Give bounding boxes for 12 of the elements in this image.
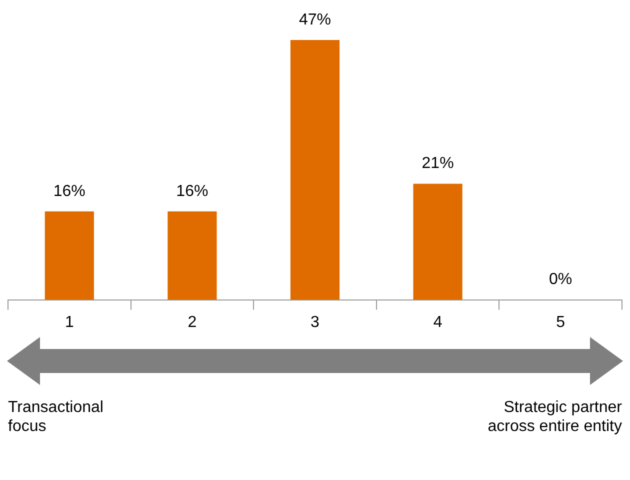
x-tick-label: 1 [64, 314, 74, 331]
data-label: 21% [422, 155, 454, 172]
x-tick-label: 3 [310, 314, 320, 331]
data-label: 16% [53, 182, 86, 200]
x-tick-label: 2 [188, 314, 197, 331]
data-label: 47% [298, 11, 332, 28]
x-tick-label: 5 [556, 314, 566, 331]
text: Strategic partner across entire entity [487, 398, 622, 436]
x-tick-label: 4 [433, 314, 442, 331]
text: Transactional focus [8, 398, 104, 436]
data-label: 16% [176, 182, 208, 200]
data-label: 0% [549, 271, 572, 288]
